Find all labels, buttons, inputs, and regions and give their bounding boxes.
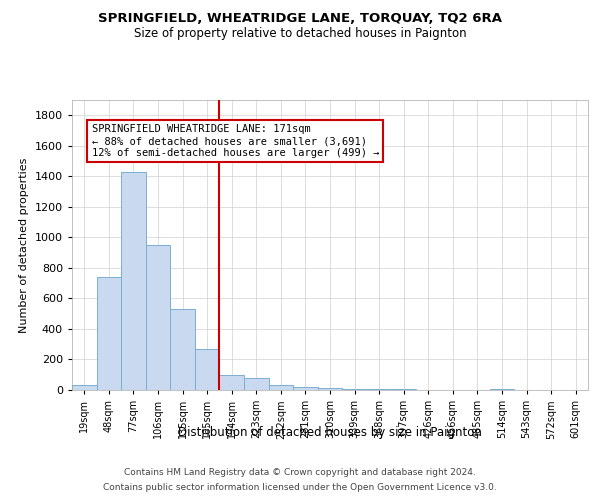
Bar [121,172,146,390]
Bar [72,386,97,390]
Text: SPRINGFIELD, WHEATRIDGE LANE, TORQUAY, TQ2 6RA: SPRINGFIELD, WHEATRIDGE LANE, TORQUAY, T… [98,12,502,26]
Text: SPRINGFIELD WHEATRIDGE LANE: 171sqm
← 88% of detached houses are smaller (3,691): SPRINGFIELD WHEATRIDGE LANE: 171sqm ← 88… [92,124,379,158]
Bar [269,384,293,390]
Bar [97,277,121,390]
Bar [170,309,195,390]
Bar [146,245,170,390]
Bar [244,378,269,390]
Bar [195,349,220,390]
Bar [318,388,342,390]
Text: Contains HM Land Registry data © Crown copyright and database right 2024.: Contains HM Land Registry data © Crown c… [124,468,476,477]
Bar [220,374,244,390]
Bar [342,389,367,390]
Bar [391,389,416,390]
Bar [293,387,318,390]
Bar [367,389,391,390]
Bar [490,389,514,390]
Text: Contains public sector information licensed under the Open Government Licence v3: Contains public sector information licen… [103,483,497,492]
Text: Distribution of detached houses by size in Paignton: Distribution of detached houses by size … [178,426,482,439]
Text: Size of property relative to detached houses in Paignton: Size of property relative to detached ho… [134,28,466,40]
Y-axis label: Number of detached properties: Number of detached properties [19,158,29,332]
